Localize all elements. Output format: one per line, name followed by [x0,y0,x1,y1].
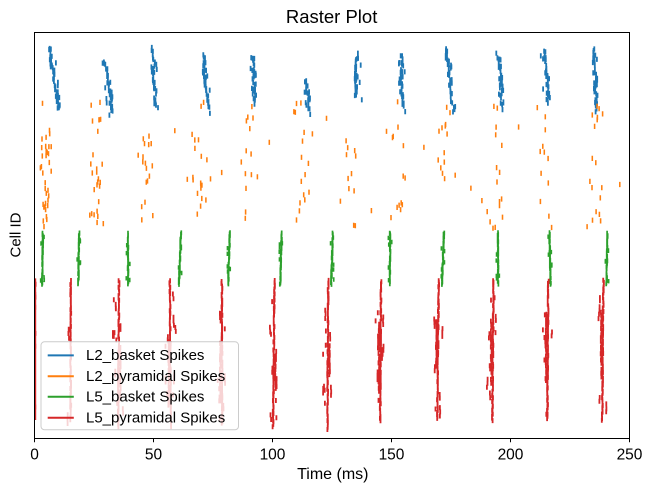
svg-text:L5_pyramidal Spikes: L5_pyramidal Spikes [86,409,225,426]
svg-text:L2_pyramidal Spikes: L2_pyramidal Spikes [86,368,225,385]
svg-text:Raster Plot: Raster Plot [286,6,378,27]
svg-text:Cell ID: Cell ID [8,212,25,257]
svg-text:Time (ms): Time (ms) [297,466,368,483]
svg-text:0: 0 [30,447,39,464]
svg-text:250: 250 [617,447,643,464]
svg-text:150: 150 [379,447,405,464]
svg-text:100: 100 [260,447,286,464]
svg-text:200: 200 [498,447,524,464]
svg-text:L5_basket Spikes: L5_basket Spikes [86,389,204,406]
svg-text:L2_basket Spikes: L2_basket Spikes [86,347,204,364]
svg-text:50: 50 [145,447,163,464]
